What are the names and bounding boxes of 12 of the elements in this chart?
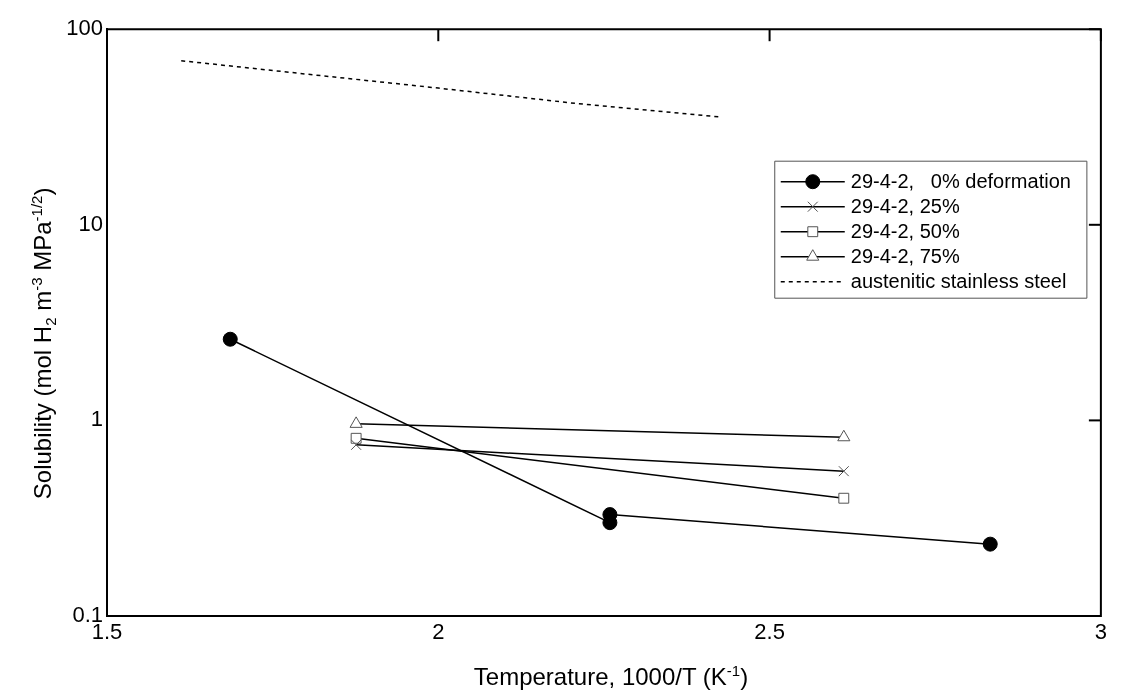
x-tick-label: 2.5 [754, 619, 785, 645]
x-tick-label: 2 [432, 619, 445, 645]
legend-label: austenitic stainless steel [850, 270, 1067, 293]
y-tick-label: 100 [66, 15, 103, 41]
y-tick-label: 1 [90, 406, 103, 432]
x-axis-title: Temperature, 1000/T (K$^{-1}$) [472, 662, 750, 691]
legend-label: 29-4-2, 75% [850, 245, 960, 268]
legend-label: 29-4-2, 0% deformation [850, 170, 1071, 193]
legend-label: 29-4-2, 25% [850, 195, 960, 218]
y-tick-label: 10 [78, 210, 103, 236]
x-tick-label: 3 [1094, 619, 1108, 645]
legend-label: 29-4-2, 50% [850, 220, 960, 243]
